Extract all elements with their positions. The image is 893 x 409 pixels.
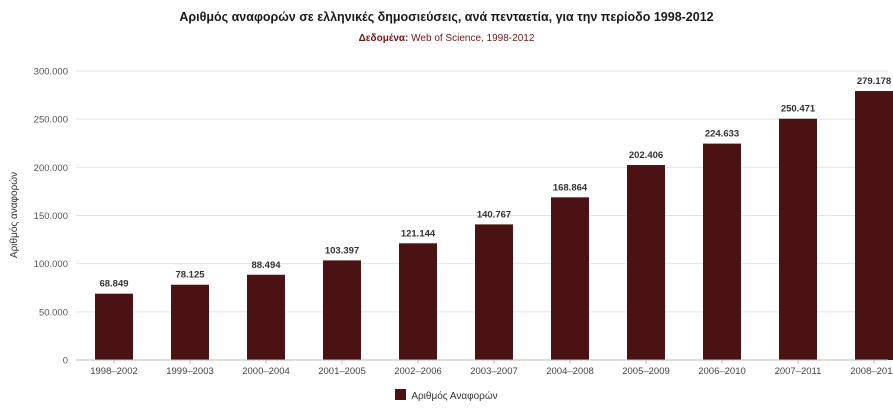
data-labels: 68.849 78.125 88.494 103.397 121.144 140.767 1… bbox=[99, 76, 891, 290]
y-tick-label: 50.000 bbox=[39, 307, 68, 318]
chart-subtitle: Δεδομένα: Web of Science, 1998-2012 bbox=[0, 33, 893, 44]
x-tick-label: 2008–2012 bbox=[850, 366, 893, 377]
data-label: 279.178 bbox=[857, 76, 891, 87]
data-label: 103.397 bbox=[325, 245, 359, 256]
axes: 0 50.000 100.000 150.000 200.000 250.000 300.0… bbox=[34, 67, 893, 378]
bar bbox=[627, 165, 665, 360]
x-tick-label: 2002–2006 bbox=[394, 366, 442, 377]
data-label: 121.144 bbox=[401, 228, 436, 239]
subtitle-lead: Δεδομένα: bbox=[358, 33, 409, 44]
x-tick-label: 1998–2002 bbox=[90, 366, 138, 377]
y-tick-label: 300.000 bbox=[34, 67, 68, 78]
x-tick-label: 2006–2010 bbox=[698, 366, 746, 377]
data-label: 250.471 bbox=[781, 104, 816, 115]
bar bbox=[323, 260, 361, 360]
x-tick-label: 2000–2004 bbox=[242, 366, 290, 377]
legend-swatch bbox=[395, 389, 407, 400]
data-label: 224.633 bbox=[705, 129, 739, 140]
bars bbox=[95, 91, 893, 360]
x-tick-label: 2004–2008 bbox=[546, 366, 594, 377]
legend-label: Αριθμός Αναφορών bbox=[411, 391, 498, 402]
bar bbox=[171, 284, 209, 360]
y-tick-label: 200.000 bbox=[34, 163, 68, 174]
y-tick-label: 100.000 bbox=[34, 259, 68, 270]
y-tick-label: 150.000 bbox=[34, 211, 68, 222]
data-label: 202.406 bbox=[629, 150, 663, 161]
bar bbox=[779, 118, 817, 360]
data-label: 140.767 bbox=[477, 209, 511, 220]
x-tick-label: 2005–2009 bbox=[622, 366, 670, 377]
bar bbox=[475, 224, 513, 360]
x-tick-label: 2007–2011 bbox=[775, 366, 822, 377]
bar bbox=[247, 274, 285, 360]
subtitle-source: Web of Science, 1998-2012 bbox=[408, 33, 535, 44]
bar bbox=[551, 197, 589, 360]
data-label: 68.849 bbox=[99, 279, 128, 290]
data-label: 168.864 bbox=[553, 182, 588, 193]
x-tick-label: 2001–2005 bbox=[318, 366, 366, 377]
bar bbox=[855, 91, 893, 360]
chart-title: Αριθμός αναφορών σε ελληνικές δημοσιεύσε… bbox=[179, 10, 714, 24]
y-axis-label: Αριθμός αναφορών bbox=[8, 172, 20, 258]
bar bbox=[703, 143, 741, 360]
data-label: 78.125 bbox=[175, 270, 205, 281]
y-tick-label: 0 bbox=[63, 356, 68, 367]
x-tick-label: 1999–2003 bbox=[166, 366, 214, 377]
data-label: 88.494 bbox=[251, 260, 281, 271]
y-tick-label: 250.000 bbox=[34, 115, 68, 126]
legend[interactable]: Αριθμός Αναφορών bbox=[0, 389, 893, 402]
x-tick-label: 2003–2007 bbox=[470, 366, 518, 377]
bar bbox=[399, 243, 437, 360]
bar bbox=[95, 293, 133, 360]
